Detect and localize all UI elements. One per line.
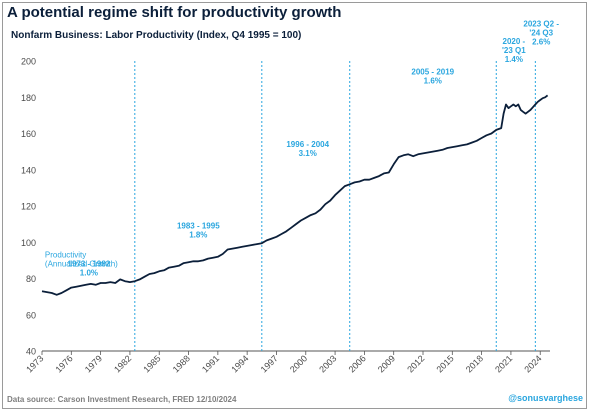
- x-tick-label: 1979: [83, 353, 104, 374]
- x-tick-label: 1982: [112, 353, 133, 374]
- x-tick-label: 1997: [259, 353, 280, 374]
- x-tick-label: 1994: [229, 353, 250, 374]
- x-tick-label: 2003: [317, 353, 338, 374]
- y-tick-label: 140: [21, 165, 36, 175]
- productivity-series-line: [41, 94, 549, 296]
- series-group: [41, 94, 549, 296]
- regime-annotation: 2005 - 2019 1.6%: [411, 68, 454, 86]
- chart-subtitle: Nonfarm Business: Labor Productivity (In…: [11, 30, 302, 41]
- y-tick-label: 120: [21, 202, 36, 212]
- data-source-note: Data source: Carson Investment Research,…: [7, 395, 237, 404]
- y-axis: 40 60 80 100 120 140 160 180 200: [21, 57, 36, 357]
- x-tick-label: 2012: [405, 353, 426, 374]
- author-handle: @sonusvarghese: [508, 393, 583, 403]
- x-tick-label: 1985: [141, 353, 162, 374]
- regime-annotation: 1983 - 1995 1.8%: [177, 222, 220, 240]
- x-tick-label: 2006: [347, 353, 368, 374]
- x-axis: 1973 1976 1979 1982 1985 1988 1991 1994 1997 2000…: [24, 350, 550, 375]
- x-tick-label: 1991: [200, 353, 221, 374]
- x-tick-label: 1973: [24, 353, 45, 374]
- y-tick-label: 40: [26, 347, 36, 357]
- regime-annotation: 2020 -'23 Q1 1.4%: [502, 37, 526, 64]
- page-title: A potential regime shift for productivit…: [7, 4, 342, 21]
- annotation-header: Productivity (Annualized Growth): [45, 251, 118, 269]
- x-tick-label: 2024: [522, 353, 543, 374]
- y-tick-label: 80: [26, 274, 36, 284]
- y-tick-label: 60: [26, 310, 36, 320]
- y-tick-label: 100: [21, 238, 36, 248]
- regime-annotation: 1973 - 1982 1.0%: [68, 260, 111, 278]
- y-tick-label: 160: [21, 129, 36, 139]
- x-tick-label: 2009: [376, 353, 397, 374]
- x-tick-label: 2018: [464, 353, 485, 374]
- x-tick-label: 1976: [53, 353, 74, 374]
- x-tick-label: 2015: [434, 353, 455, 374]
- x-tick-label: 2021: [493, 353, 514, 374]
- x-tick-label: 2000: [288, 353, 309, 374]
- regime-dividers: [134, 61, 536, 351]
- regime-annotation: 2023 Q2 -'24 Q3 2.6%: [523, 20, 559, 47]
- regime-annotation: 1996 - 2004 3.1%: [286, 140, 329, 158]
- y-tick-label: 180: [21, 93, 36, 103]
- chart-frame: [2, 2, 587, 409]
- y-tick-label: 200: [21, 57, 36, 67]
- annotations: Productivity (Annualized Growth)1973 - 19…: [45, 20, 559, 278]
- x-tick-label: 1988: [171, 353, 192, 374]
